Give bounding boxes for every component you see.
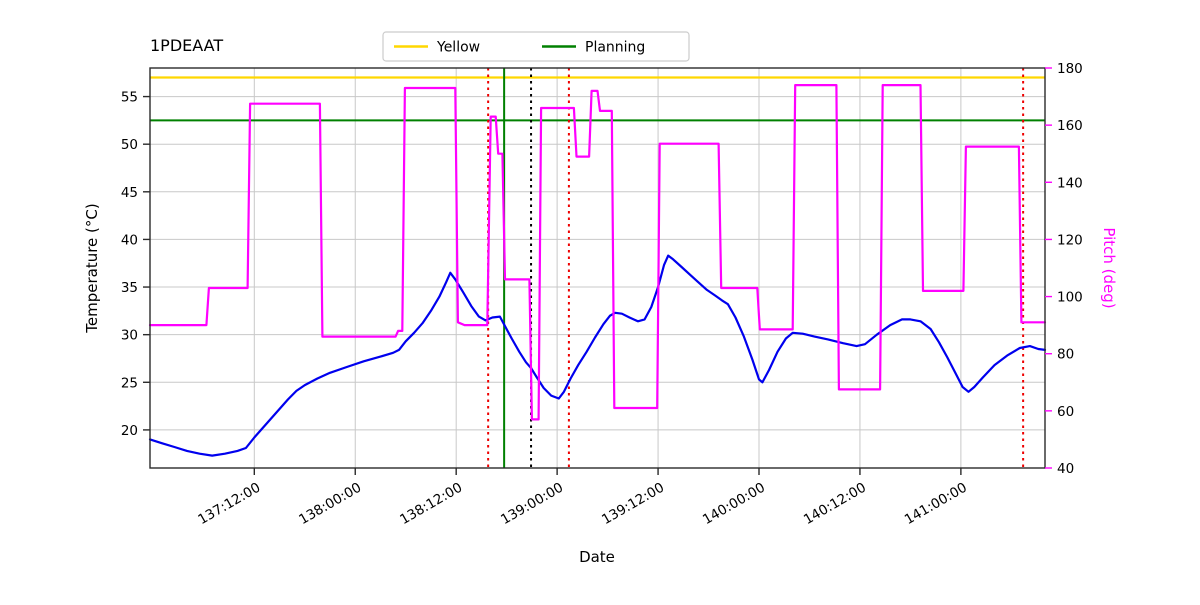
y-left-tick-label: 50 <box>121 137 138 153</box>
limit-lines <box>150 76 1045 122</box>
x-tick-label: 140:00:00 <box>700 480 768 528</box>
x-axis-label: Date <box>579 548 615 566</box>
x-tick-label: 140:12:00 <box>801 480 869 528</box>
data-series <box>148 83 1047 457</box>
x-tick-label: 141:00:00 <box>902 480 970 528</box>
chart-title: 1PDEAAT <box>150 36 223 55</box>
temperature-series <box>148 254 1047 457</box>
y-right-tick-label: 160 <box>1057 118 1083 134</box>
y-right-tick-label: 180 <box>1057 61 1083 77</box>
axis-ticks: 20 25 30 35 40 45 50 55 40 60 80 100 120 140 160 180 137… <box>121 61 1083 528</box>
x-tick-label: 137:12:00 <box>195 480 263 528</box>
y-left-tick-label: 40 <box>121 232 138 248</box>
x-tick-label: 138:12:00 <box>397 480 465 528</box>
y-left-tick-label: 35 <box>121 280 138 296</box>
event-marker-lines <box>487 68 1025 468</box>
y-right-tick-label: 80 <box>1057 347 1074 363</box>
y-left-tick-label: 55 <box>121 90 138 106</box>
legend-frame <box>382 31 690 62</box>
y-right-tick-label: 100 <box>1057 290 1083 306</box>
y-right-tick-label: 120 <box>1057 232 1083 248</box>
legend-label-planning: Planning <box>585 40 645 56</box>
x-tick-label: 139:12:00 <box>599 480 667 528</box>
y-right-tick-label: 40 <box>1057 461 1074 477</box>
plot-border <box>149 67 1046 469</box>
y-right-tick-label: 140 <box>1057 175 1083 191</box>
x-tick-label: 139:00:00 <box>498 480 566 528</box>
legend-label-yellow: Yellow <box>436 40 480 56</box>
legend: Yellow Planning <box>382 31 690 62</box>
pitch-series <box>148 83 1047 421</box>
y-left-tick-label: 25 <box>121 375 138 391</box>
grid-lines <box>150 68 1045 468</box>
y-right-tick-label: 60 <box>1057 404 1074 420</box>
y-left-tick-label: 20 <box>121 423 138 439</box>
x-tick-label: 138:00:00 <box>296 480 364 528</box>
y-left-tick-label: 45 <box>121 185 138 201</box>
y-axis-label-left: Temperature (°C) <box>83 203 101 333</box>
y-left-tick-label: 30 <box>121 328 138 344</box>
y-axis-label-right: Pitch (deg) <box>1100 227 1118 308</box>
